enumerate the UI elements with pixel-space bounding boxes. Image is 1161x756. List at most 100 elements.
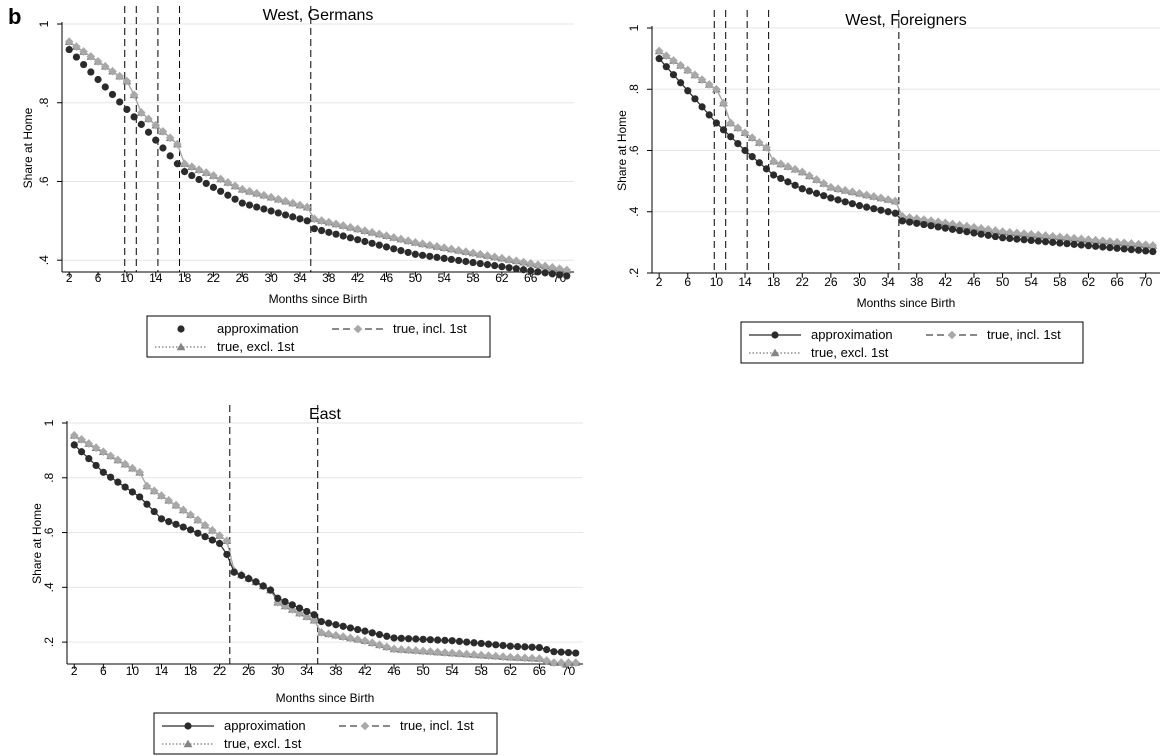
data-point-approx <box>152 136 160 144</box>
legend-label-approx: approximation <box>811 327 893 342</box>
data-point-incl <box>926 216 936 226</box>
data-point-approx <box>920 220 928 229</box>
data-point-approx <box>1120 245 1128 253</box>
data-point-approx <box>1013 235 1021 243</box>
x-tick-label: 50 <box>416 664 430 678</box>
data-point-approx <box>770 171 778 179</box>
data-point-incl <box>1134 239 1143 249</box>
data-point-incl <box>1005 228 1015 237</box>
data-point-incl <box>382 642 392 652</box>
data-point-incl <box>654 46 664 56</box>
legend-label-excl: true, excl. 1st <box>224 736 302 751</box>
data-point-incl <box>194 165 204 174</box>
data-point-incl <box>955 220 964 230</box>
data-point-incl <box>548 263 557 272</box>
data-point-incl <box>805 171 814 181</box>
data-point-incl <box>280 601 290 611</box>
data-point-approx <box>884 208 892 216</box>
data-point-incl <box>201 168 211 177</box>
data-point-incl <box>826 182 836 192</box>
data-point-approx <box>231 195 239 203</box>
data-point-approx <box>1084 242 1093 250</box>
x-tick-label: 26 <box>824 275 838 289</box>
data-point-approx <box>498 263 506 271</box>
data-point-approx <box>346 624 355 632</box>
y-tick-label: .8 <box>37 97 51 107</box>
data-point-incl <box>447 648 457 658</box>
data-point-approx <box>165 517 173 526</box>
data-point-incl <box>991 226 1000 235</box>
data-point-incl <box>310 214 319 224</box>
y-tick-label: .8 <box>42 472 56 482</box>
data-point-approx <box>820 192 828 200</box>
data-point-approx <box>462 257 470 266</box>
data-point-approx <box>705 111 713 119</box>
data-point-approx <box>863 203 871 211</box>
data-point-approx <box>310 611 318 619</box>
data-point-approx <box>848 200 856 208</box>
data-point-incl <box>512 256 521 266</box>
data-point-incl <box>669 56 678 65</box>
data-point-approx <box>669 71 678 79</box>
data-point-incl <box>883 195 893 204</box>
data-point-approx <box>812 189 821 197</box>
data-point-incl <box>455 649 464 658</box>
data-point-incl <box>115 71 124 81</box>
data-point-approx <box>798 185 806 193</box>
x-axis-label: Months since Birth <box>857 296 956 310</box>
data-point-approx <box>550 648 558 656</box>
data-point-incl <box>389 233 399 242</box>
data-point-approx <box>101 83 109 91</box>
chart-title: West, Germans <box>263 7 374 24</box>
y-tick-label: .2 <box>627 268 641 278</box>
x-tick-label: 46 <box>387 664 401 678</box>
data-point-approx <box>209 183 218 191</box>
data-point-incl <box>790 164 800 174</box>
data-point-approx <box>65 45 73 54</box>
x-tick-label: 30 <box>264 271 278 285</box>
data-point-incl <box>690 70 700 80</box>
series-line-excl <box>74 434 576 664</box>
data-point-approx <box>534 268 542 276</box>
x-tick-label: 66 <box>533 664 547 678</box>
data-point-approx <box>411 250 419 258</box>
data-point-incl <box>418 239 427 249</box>
data-point-incl <box>676 61 685 70</box>
data-point-incl <box>403 236 413 246</box>
data-point-approx <box>288 601 296 609</box>
data-point-incl <box>259 190 269 200</box>
data-point-incl <box>418 646 428 656</box>
data-point-incl <box>555 264 564 274</box>
data-point-approx <box>870 205 878 213</box>
data-point-approx <box>1027 236 1035 245</box>
data-point-incl <box>540 261 550 271</box>
data-point-approx <box>259 582 267 590</box>
x-tick-label: 26 <box>242 664 256 678</box>
x-tick-label: 46 <box>967 275 981 289</box>
data-point-approx <box>194 529 202 537</box>
data-point-approx <box>144 128 153 136</box>
data-point-approx <box>719 126 728 134</box>
data-point-approx <box>202 179 210 188</box>
x-tick-label: 50 <box>996 275 1010 289</box>
x-tick-label: 2 <box>656 275 663 289</box>
data-point-incl <box>549 658 559 667</box>
data-point-incl <box>64 37 74 47</box>
data-point-incl <box>360 636 370 646</box>
data-point-approx <box>677 79 685 87</box>
data-point-approx <box>382 243 391 251</box>
data-point-approx <box>252 578 260 586</box>
data-point-approx <box>412 635 420 643</box>
data-point-approx <box>419 635 427 643</box>
legend-marker-excl <box>770 348 780 357</box>
data-point-approx <box>332 230 340 238</box>
data-point-incl <box>941 218 950 228</box>
data-point-approx <box>877 206 885 214</box>
data-point-incl <box>382 231 391 241</box>
data-point-approx <box>662 63 670 71</box>
data-point-approx <box>238 199 246 207</box>
data-point-incl <box>346 633 355 643</box>
data-point-approx <box>85 455 93 463</box>
data-point-approx <box>159 144 167 152</box>
x-tick-label: 14 <box>738 275 752 289</box>
